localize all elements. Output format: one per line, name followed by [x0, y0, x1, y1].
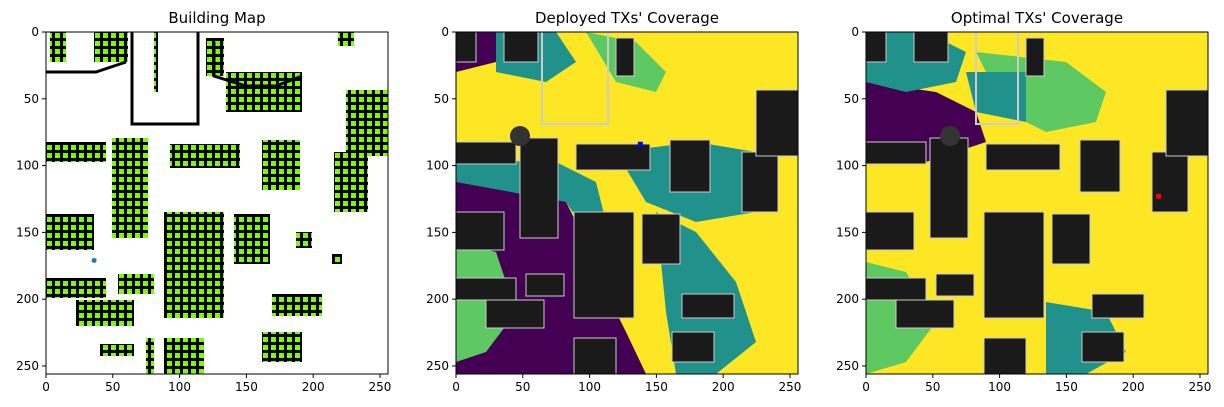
building-blocks [455, 31, 799, 375]
x-tick-label: 250 [779, 380, 802, 394]
y-tick-label: 250 [16, 359, 39, 373]
panel-title: Optimal TXs' Coverage [951, 9, 1123, 27]
x-tick-label: 0 [862, 380, 870, 394]
x-tick-label: 200 [302, 380, 325, 394]
y-tick-label: 0 [851, 25, 859, 39]
transmitter-marker [91, 257, 97, 263]
x-tick-label: 0 [42, 380, 50, 394]
y-tick-label: 250 [426, 359, 449, 373]
panel-optimal-coverage: Optimal TXs' Coverage [836, 9, 1211, 394]
y-tick-label: 50 [844, 92, 859, 106]
x-tick-label: 50 [105, 380, 120, 394]
axis-frame [455, 31, 799, 375]
y-tick-label: 50 [24, 92, 39, 106]
panel-title: Building Map [168, 9, 265, 27]
transmitter-marker [1156, 193, 1162, 199]
x-tick-label: 250 [1189, 380, 1212, 394]
x-tick-label: 0 [452, 380, 460, 394]
y-tick-label: 150 [16, 225, 39, 239]
y-tick-label: 150 [426, 225, 449, 239]
y-tick-label: 0 [31, 25, 39, 39]
x-tick-label: 50 [925, 380, 940, 394]
building-blocks [865, 31, 1209, 375]
x-tick-label: 150 [1055, 380, 1078, 394]
transmitter-marker [637, 141, 643, 147]
y-tick-label: 100 [836, 159, 859, 173]
panel-deployed-coverage: Deployed TXs' Coverage [426, 9, 801, 394]
y-tick-label: 100 [16, 159, 39, 173]
x-tick-label: 100 [578, 380, 601, 394]
panel-title: Deployed TXs' Coverage [535, 9, 719, 27]
axis-frame [45, 31, 389, 375]
y-tick-label: 200 [426, 292, 449, 306]
y-tick-label: 0 [441, 25, 449, 39]
y-tick-label: 150 [836, 225, 859, 239]
x-tick-label: 150 [235, 380, 258, 394]
y-tick-label: 200 [16, 292, 39, 306]
y-tick-label: 200 [836, 292, 859, 306]
building-outlines [46, 32, 303, 126]
x-tick-label: 100 [988, 380, 1011, 394]
building-blocks [46, 32, 388, 374]
x-tick-label: 100 [168, 380, 191, 394]
coverage-disc [940, 126, 960, 146]
y-tick-label: 100 [426, 159, 449, 173]
axis-frame [865, 31, 1209, 375]
x-tick-label: 200 [1122, 380, 1145, 394]
building-outline [975, 32, 1019, 125]
y-tick-label: 50 [434, 92, 449, 106]
building-outline [541, 32, 609, 125]
x-tick-label: 50 [515, 380, 530, 394]
coverage-disc [510, 126, 530, 146]
x-tick-label: 150 [645, 380, 668, 394]
y-tick-label: 250 [836, 359, 859, 373]
panel-building-map: Building Map [16, 9, 391, 394]
x-tick-label: 250 [369, 380, 392, 394]
x-tick-label: 200 [712, 380, 735, 394]
